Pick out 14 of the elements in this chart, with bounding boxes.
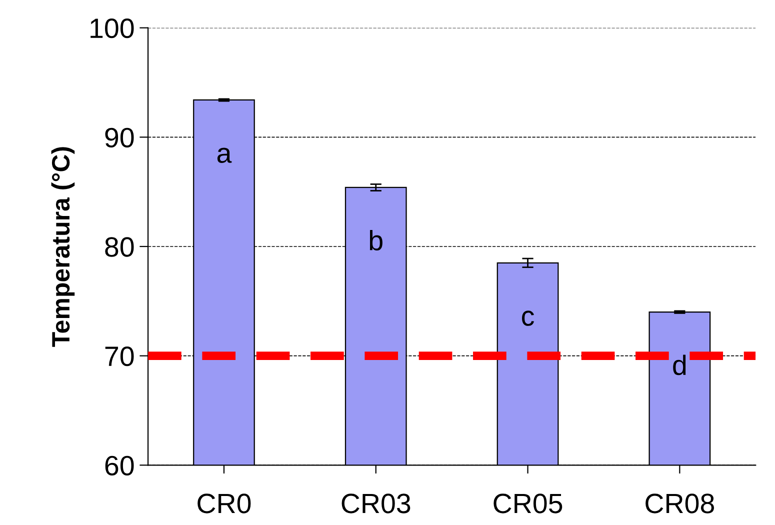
- y-tick-label: 90: [105, 128, 134, 148]
- x-tick-label: CR0: [198, 494, 251, 514]
- y-tick-label: 70: [105, 346, 134, 366]
- y-axis-title: Temperatura (°C): [51, 147, 75, 347]
- x-tick-label: CR05: [494, 494, 562, 514]
- x-tick-label: CR08: [646, 494, 714, 514]
- y-tick-label: 100: [90, 18, 134, 38]
- y-tick-label: 80: [105, 237, 134, 257]
- x-tick-label: CR03: [342, 494, 410, 514]
- annotation: a: [217, 148, 232, 163]
- y-tick-label: 60: [105, 456, 134, 476]
- annotation: b: [370, 230, 382, 250]
- annotation: c: [522, 310, 534, 326]
- annotation: d: [673, 354, 686, 376]
